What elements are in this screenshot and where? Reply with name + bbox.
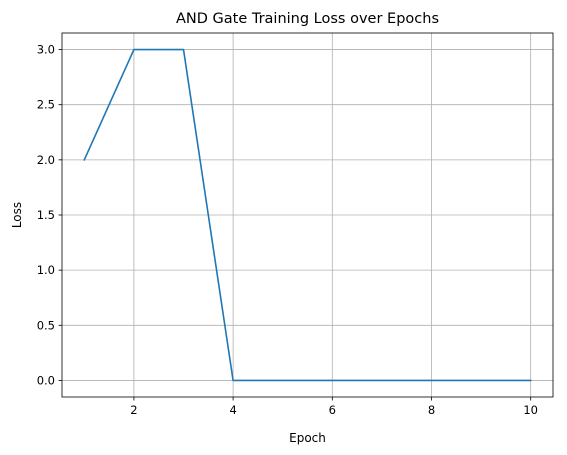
y-tick-label: 2.0 bbox=[37, 153, 55, 167]
series-layer bbox=[83, 48, 532, 382]
y-tick-label: 0.5 bbox=[37, 318, 55, 332]
x-tick-label: 6 bbox=[329, 403, 336, 417]
y-tick-label: 1.0 bbox=[37, 263, 55, 277]
x-tick-label: 8 bbox=[428, 403, 435, 417]
chart-title: AND Gate Training Loss over Epochs bbox=[176, 11, 439, 27]
y-axis-label: Loss bbox=[10, 202, 24, 228]
series-line-loss bbox=[83, 48, 532, 382]
y-tick-label: 3.0 bbox=[37, 43, 55, 57]
y-tick-label: 0.0 bbox=[37, 373, 55, 387]
x-tick-label: 4 bbox=[229, 403, 236, 417]
x-axis-label: Epoch bbox=[289, 431, 326, 445]
x-tick-label: 10 bbox=[523, 403, 538, 417]
y-tick-label: 1.5 bbox=[37, 208, 55, 222]
ticks: 2 4 6 8 10 0.0 0.5 1.0 1.5 2.0 2.5 3.0 bbox=[37, 43, 538, 417]
x-tick-label: 2 bbox=[130, 403, 137, 417]
y-tick-label: 2.5 bbox=[37, 98, 55, 112]
